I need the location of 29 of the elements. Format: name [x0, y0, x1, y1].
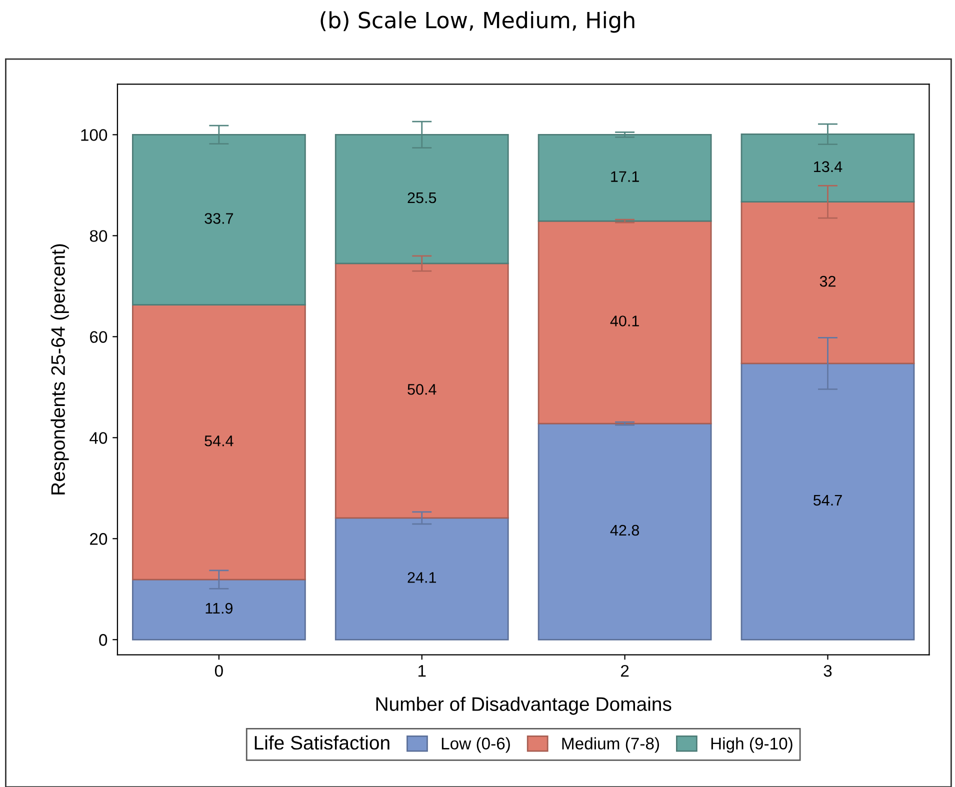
- y-tick-label: 100: [81, 129, 108, 141]
- legend-title: Life Satisfaction: [254, 735, 390, 750]
- data-label: 32: [820, 276, 836, 287]
- data-label: 54.7: [813, 494, 842, 506]
- x-tick-label: 2: [621, 664, 629, 677]
- data-label: 42.8: [610, 524, 640, 536]
- data-label: 24.1: [408, 572, 436, 583]
- data-label: 50.4: [408, 384, 436, 395]
- y-tick-label: 0: [99, 634, 108, 646]
- legend-label: Low (0-6): [442, 737, 510, 753]
- y-tick-label: 20: [90, 533, 108, 545]
- data-label: 11.9: [206, 602, 233, 614]
- chart-title: (b) Scale Low, Medium, High: [320, 11, 634, 33]
- legend-label: Medium (7-8): [562, 737, 660, 753]
- data-label: 54.4: [204, 436, 234, 446]
- data-label: 25.5: [408, 192, 436, 204]
- legend-label: High (9-10): [711, 737, 792, 753]
- data-label: 17.1: [611, 171, 639, 182]
- x-tick-label: 0: [214, 664, 223, 677]
- x-axis-title: Number of Disadvantage Domains: [376, 696, 672, 715]
- x-tick-label: 1: [418, 665, 426, 677]
- y-tick-label: 60: [90, 331, 108, 343]
- data-label: 40.1: [610, 316, 639, 326]
- data-label: 13.4: [814, 161, 842, 172]
- y-tick-label: 80: [90, 230, 108, 242]
- x-tick-label: 3: [824, 664, 832, 677]
- y-tick-label: 40: [90, 432, 108, 444]
- data-label: 33.7: [204, 213, 234, 224]
- y-axis-title: Respondents 25-64 (percent): [50, 244, 69, 494]
